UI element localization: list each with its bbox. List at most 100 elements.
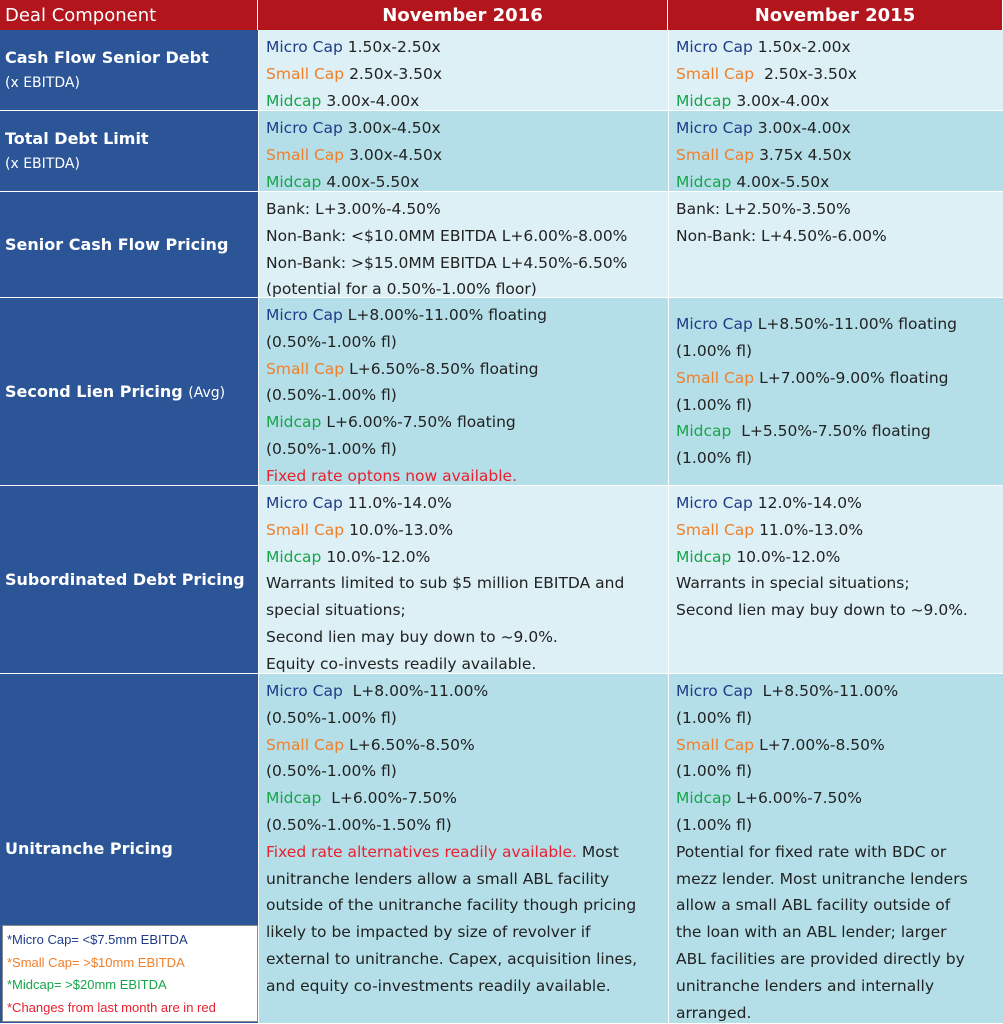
cell-line: Non-Bank: >$15.0MM EBITDA L+4.50%-6.50% — [266, 250, 668, 277]
cell-text: L+8.00%-11.00% floating — [342, 306, 548, 324]
cell-line: (1.00% fl) — [676, 392, 1003, 419]
footnote: *Changes from last month are in red — [7, 999, 216, 1015]
column-header: November 2016 — [258, 0, 668, 30]
cell-text: mezz lender. Most unitranche lenders — [676, 869, 968, 888]
cell-text: L+7.00%-8.50% — [754, 735, 885, 754]
cell-line: Midcap L+5.50%-7.50% floating — [676, 418, 1003, 445]
cell-text: L+7.00%-9.00% floating — [754, 368, 949, 387]
cell-line: Small Cap 2.50x-3.50x — [266, 61, 668, 88]
cell-line: (1.00% fl) — [676, 812, 1003, 839]
table-cell: Micro Cap L+8.50%-11.00% floating (1.00% … — [668, 298, 1003, 486]
cell-line: Equity co-invests readily available. — [266, 651, 668, 673]
highlight-text: Micro Cap — [266, 494, 343, 512]
cell-line: Fixed rate alternatives readily availabl… — [266, 839, 668, 866]
cell-text: L+6.00%-7.50% — [731, 789, 863, 808]
cell-line: (1.00% fl) — [676, 338, 1003, 365]
cell-line: Small Cap L+7.00%-9.00% floating — [676, 365, 1003, 392]
cell-text: external to unitranche. Capex, acquisiti… — [266, 949, 638, 968]
cell-line: Micro Cap 12.0%-14.0% — [676, 490, 1003, 517]
cell-line: Warrants in special situations; — [676, 570, 1003, 597]
cell-text: L+6.50%-8.50% floating — [344, 359, 539, 378]
cell-text: and equity co-investments readily availa… — [266, 976, 611, 995]
row-label: Subordinated Debt Pricing — [0, 486, 258, 674]
cell-line: Midcap 4.00x-5.50x — [676, 169, 1003, 191]
cell-line: Micro Cap L+8.50%-11.00% floating — [676, 311, 1003, 338]
cell-line: Micro Cap 1.50x-2.50x — [266, 34, 668, 61]
footnote: *Midcap= >$20mm EBITDA — [7, 977, 167, 992]
cell-line: likely to be impacted by size of revolve… — [266, 919, 668, 946]
cell-line: Small Cap L+7.00%-8.50% — [676, 732, 1003, 759]
cell-line: Small Cap L+6.50%-8.50% — [266, 732, 668, 759]
cell-text: (1.00% fl) — [676, 708, 753, 727]
cell-text: 3.75x 4.50x — [754, 145, 852, 164]
cell-text: Potential for fixed rate with BDC or — [676, 842, 947, 861]
cell-line: Non-Bank: <$10.0MM EBITDA L+6.00%-8.00% — [266, 223, 668, 250]
cell-line: allow a small ABL facility outside of — [676, 892, 1003, 919]
cell-line: special situations; — [266, 597, 668, 624]
cell-text: (0.50%-1.00%-1.50% fl) — [266, 815, 452, 834]
highlight-text: Midcap — [676, 91, 732, 110]
cell-text: Warrants in special situations; — [676, 574, 910, 593]
highlight-text: Micro Cap — [266, 682, 343, 700]
cell-line: Micro Cap 3.00x-4.00x — [676, 115, 1003, 142]
cell-line: Bank: L+3.00%-4.50% — [266, 196, 668, 223]
row-label: Senior Cash Flow Pricing — [0, 192, 258, 298]
row-title: Senior Cash Flow Pricing — [5, 232, 258, 258]
cell-line: Bank: L+2.50%-3.50% — [676, 196, 1003, 223]
footnote: *Small Cap= >$10mm EBITDA — [7, 954, 185, 970]
cell-line: (0.50%-1.00% fl) — [266, 329, 668, 356]
table-cell: Micro Cap 1.50x-2.50x Small Cap 2.50x-3.5… — [258, 30, 668, 111]
cell-text: (0.50%-1.00% fl) — [266, 708, 397, 727]
cell-text: the loan with an ABL lender; larger — [676, 923, 947, 942]
table-cell: Micro Cap 1.50x-2.00x Small Cap 2.50x-3.5… — [668, 30, 1003, 111]
cell-text: 11.0%-13.0% — [754, 520, 864, 539]
highlight-text: Midcap — [266, 413, 322, 432]
cell-line: Midcap L+6.00%-7.50% — [266, 785, 668, 812]
cell-text: L+6.50%-8.50% — [344, 735, 475, 754]
cell-line: Midcap 4.00x-5.50x — [266, 169, 668, 191]
cell-text: L+8.50%-11.00% — [752, 682, 899, 700]
row-title: Unitranche Pricing — [5, 836, 258, 862]
cell-line: Micro Cap 11.0%-14.0% — [266, 490, 668, 517]
table-cell: Bank: L+2.50%-3.50% Non-Bank: L+4.50%-6.0… — [668, 192, 1003, 298]
cell-text: special situations; — [266, 601, 406, 620]
cell-line: Micro Cap 3.00x-4.50x — [266, 115, 668, 142]
column-header: Deal Component — [0, 0, 258, 30]
cell-line: Midcap L+6.00%-7.50% floating — [266, 409, 668, 436]
cell-text: ABL facilities are provided directly by — [676, 949, 965, 968]
table-cell: Micro Cap 3.00x-4.00x Small Cap 3.75x 4.5… — [668, 111, 1003, 192]
cell-text: (potential for a 0.50%-1.00% floor) — [266, 280, 537, 298]
cell-line: (0.50%-1.00% fl) — [266, 705, 668, 732]
cell-line: Potential for fixed rate with BDC or — [676, 839, 1003, 866]
cell-text: Bank: L+2.50%-3.50% — [676, 200, 851, 218]
cell-line: Micro Cap L+8.00%-11.00% — [266, 678, 668, 705]
highlight-text: Small Cap — [266, 359, 345, 378]
cell-text: L+5.50%-7.50% floating — [731, 422, 931, 441]
cell-line: Warrants limited to sub $5 million EBITD… — [266, 570, 668, 597]
cell-text: Most — [576, 842, 619, 861]
cell-line: Small Cap 2.50x-3.50x — [676, 61, 1003, 88]
cell-line: (0.50%-1.00% fl) — [266, 436, 668, 463]
highlight-text: Small Cap — [266, 64, 345, 83]
footnote-box: *Micro Cap= <$7.5mm EBITDA *Small Cap= >$… — [2, 925, 258, 1022]
cell-line: (1.00% fl) — [676, 758, 1003, 785]
cell-text: (1.00% fl) — [676, 395, 753, 414]
cell-text: allow a small ABL facility outside of — [676, 896, 951, 915]
cell-line: Micro Cap L+8.00%-11.00% floating — [266, 302, 668, 329]
table-cell: Micro Cap 11.0%-14.0% Small Cap 10.0%-13.… — [258, 486, 668, 674]
cell-text: Second lien may buy down to ~9.0%. — [676, 601, 968, 620]
cell-text: 3.00x-4.00x — [752, 119, 851, 137]
cell-text: unitranche lenders allow a small ABL fac… — [266, 869, 610, 888]
row-label: Second Lien Pricing (Avg) — [0, 298, 258, 486]
highlight-text: Midcap — [676, 422, 732, 441]
highlight-text: Micro Cap — [266, 119, 343, 137]
cell-text: 4.00x-5.50x — [321, 172, 420, 191]
cell-line: Non-Bank: L+4.50%-6.00% — [676, 223, 1003, 250]
row-title: Cash Flow Senior Debt — [5, 45, 258, 71]
cell-line: Fixed rate optons now available. — [266, 463, 668, 485]
highlight-text: Micro Cap — [676, 315, 753, 334]
cell-text: 10.0%-12.0% — [731, 547, 841, 566]
cell-line: Midcap L+6.00%-7.50% — [676, 785, 1003, 812]
cell-text: (0.50%-1.00% fl) — [266, 439, 397, 458]
highlight-text: Fixed rate alternatives readily availabl… — [266, 842, 577, 861]
